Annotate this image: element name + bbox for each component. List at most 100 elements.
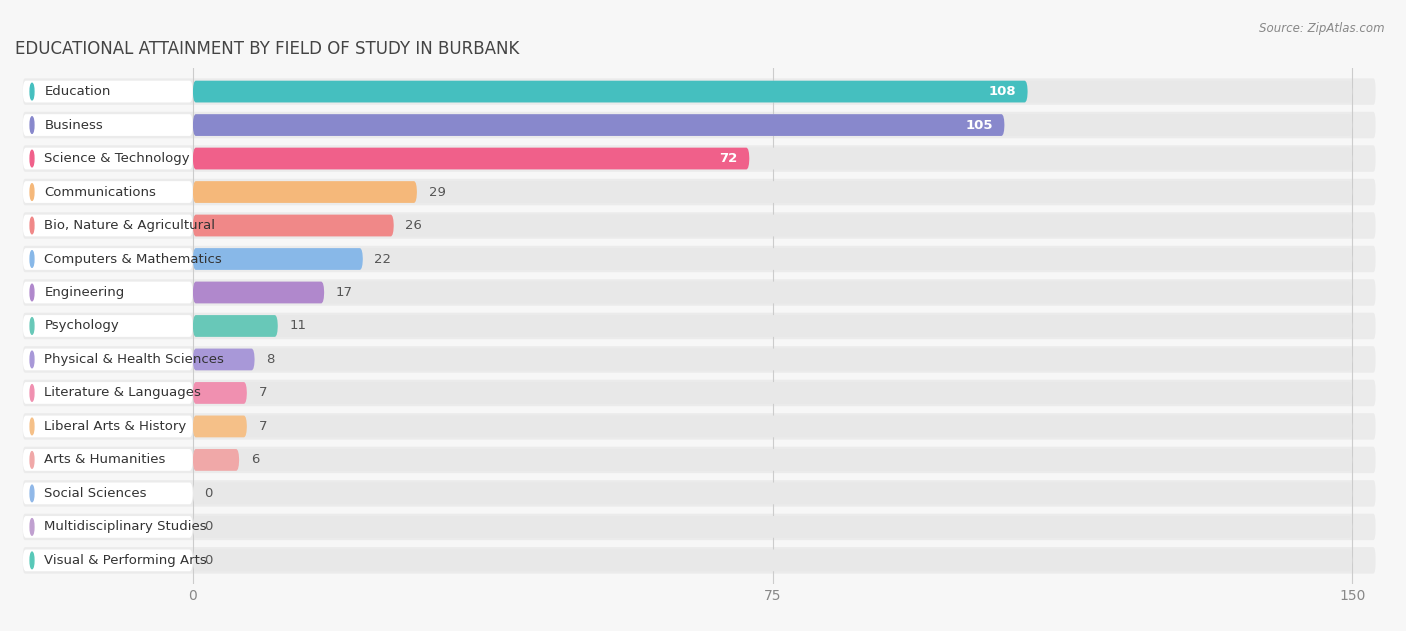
FancyBboxPatch shape <box>193 181 1353 203</box>
FancyBboxPatch shape <box>193 449 239 471</box>
FancyBboxPatch shape <box>22 81 193 102</box>
Circle shape <box>30 284 34 301</box>
Text: 0: 0 <box>204 487 212 500</box>
Text: 72: 72 <box>720 152 738 165</box>
FancyBboxPatch shape <box>193 315 1353 337</box>
FancyBboxPatch shape <box>22 514 1375 540</box>
FancyBboxPatch shape <box>22 78 1375 105</box>
Text: Physical & Health Sciences: Physical & Health Sciences <box>45 353 224 366</box>
FancyBboxPatch shape <box>22 114 193 136</box>
Text: Arts & Humanities: Arts & Humanities <box>45 454 166 466</box>
FancyBboxPatch shape <box>193 281 325 304</box>
FancyBboxPatch shape <box>193 449 1353 471</box>
FancyBboxPatch shape <box>22 483 193 504</box>
FancyBboxPatch shape <box>22 346 1375 373</box>
Circle shape <box>30 452 34 468</box>
FancyBboxPatch shape <box>22 348 193 370</box>
FancyBboxPatch shape <box>22 382 193 404</box>
FancyBboxPatch shape <box>22 280 1375 305</box>
Text: 22: 22 <box>374 252 391 266</box>
Text: 6: 6 <box>250 454 259 466</box>
FancyBboxPatch shape <box>193 382 247 404</box>
Text: Social Sciences: Social Sciences <box>45 487 146 500</box>
Circle shape <box>30 519 34 535</box>
FancyBboxPatch shape <box>22 313 1375 339</box>
FancyBboxPatch shape <box>22 212 1375 239</box>
FancyBboxPatch shape <box>22 315 193 337</box>
FancyBboxPatch shape <box>22 181 193 203</box>
FancyBboxPatch shape <box>193 516 1353 538</box>
Text: 108: 108 <box>988 85 1017 98</box>
FancyBboxPatch shape <box>22 248 193 270</box>
FancyBboxPatch shape <box>193 550 1353 571</box>
Text: 7: 7 <box>259 420 267 433</box>
FancyBboxPatch shape <box>193 81 1028 102</box>
FancyBboxPatch shape <box>193 483 1353 504</box>
FancyBboxPatch shape <box>193 114 1353 136</box>
FancyBboxPatch shape <box>22 112 1375 138</box>
FancyBboxPatch shape <box>193 416 247 437</box>
FancyBboxPatch shape <box>193 114 1004 136</box>
Text: Computers & Mathematics: Computers & Mathematics <box>45 252 222 266</box>
Text: EDUCATIONAL ATTAINMENT BY FIELD OF STUDY IN BURBANK: EDUCATIONAL ATTAINMENT BY FIELD OF STUDY… <box>15 40 519 58</box>
Text: Multidisciplinary Studies: Multidisciplinary Studies <box>45 521 207 533</box>
Circle shape <box>30 552 34 569</box>
Text: Liberal Arts & History: Liberal Arts & History <box>45 420 187 433</box>
FancyBboxPatch shape <box>22 246 1375 272</box>
Circle shape <box>30 117 34 133</box>
Text: Source: ZipAtlas.com: Source: ZipAtlas.com <box>1260 22 1385 35</box>
FancyBboxPatch shape <box>193 148 1353 170</box>
Text: 26: 26 <box>405 219 422 232</box>
Text: Business: Business <box>45 119 103 131</box>
FancyBboxPatch shape <box>193 348 1353 370</box>
Circle shape <box>30 184 34 200</box>
Circle shape <box>30 317 34 334</box>
FancyBboxPatch shape <box>22 413 1375 440</box>
FancyBboxPatch shape <box>22 215 193 237</box>
FancyBboxPatch shape <box>22 480 1375 507</box>
Text: Education: Education <box>45 85 111 98</box>
FancyBboxPatch shape <box>193 181 418 203</box>
Text: 0: 0 <box>204 554 212 567</box>
FancyBboxPatch shape <box>22 416 193 437</box>
Text: Bio, Nature & Agricultural: Bio, Nature & Agricultural <box>45 219 215 232</box>
FancyBboxPatch shape <box>22 179 1375 205</box>
Text: Communications: Communications <box>45 186 156 199</box>
Circle shape <box>30 150 34 167</box>
FancyBboxPatch shape <box>193 315 278 337</box>
Circle shape <box>30 418 34 435</box>
Circle shape <box>30 385 34 401</box>
Text: 11: 11 <box>290 319 307 333</box>
Circle shape <box>30 485 34 502</box>
Text: 0: 0 <box>204 521 212 533</box>
FancyBboxPatch shape <box>193 148 749 170</box>
FancyBboxPatch shape <box>22 449 193 471</box>
FancyBboxPatch shape <box>193 348 254 370</box>
FancyBboxPatch shape <box>22 148 193 170</box>
FancyBboxPatch shape <box>193 248 1353 270</box>
FancyBboxPatch shape <box>22 380 1375 406</box>
Text: 8: 8 <box>266 353 274 366</box>
Text: Psychology: Psychology <box>45 319 120 333</box>
Text: 7: 7 <box>259 386 267 399</box>
Circle shape <box>30 351 34 368</box>
FancyBboxPatch shape <box>22 550 193 571</box>
FancyBboxPatch shape <box>193 215 394 237</box>
FancyBboxPatch shape <box>193 281 1353 304</box>
Circle shape <box>30 83 34 100</box>
FancyBboxPatch shape <box>193 215 1353 237</box>
FancyBboxPatch shape <box>22 281 193 304</box>
FancyBboxPatch shape <box>193 382 1353 404</box>
FancyBboxPatch shape <box>22 145 1375 172</box>
FancyBboxPatch shape <box>22 547 1375 574</box>
Circle shape <box>30 217 34 234</box>
Text: 29: 29 <box>429 186 446 199</box>
Circle shape <box>30 251 34 268</box>
Text: 17: 17 <box>336 286 353 299</box>
FancyBboxPatch shape <box>193 248 363 270</box>
FancyBboxPatch shape <box>193 81 1353 102</box>
FancyBboxPatch shape <box>22 447 1375 473</box>
Text: Literature & Languages: Literature & Languages <box>45 386 201 399</box>
Text: Visual & Performing Arts: Visual & Performing Arts <box>45 554 207 567</box>
Text: Science & Technology: Science & Technology <box>45 152 190 165</box>
